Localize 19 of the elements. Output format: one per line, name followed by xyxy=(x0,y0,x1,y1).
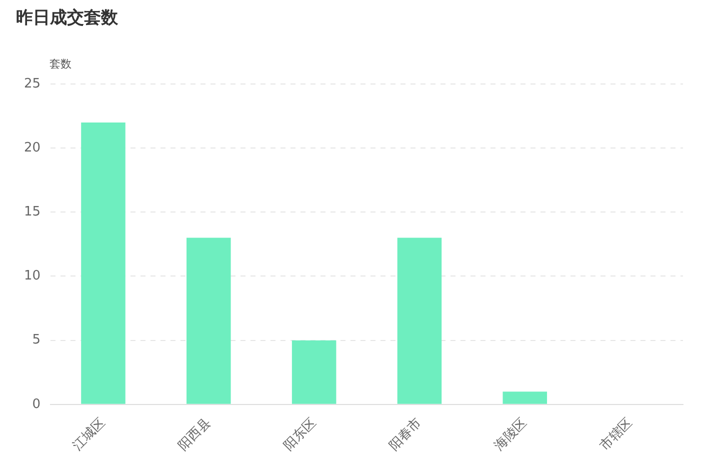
x-tick-label: 江城区 xyxy=(70,416,108,454)
y-tick-label: 15 xyxy=(24,204,41,220)
x-tick-label: 阳东区 xyxy=(281,416,320,454)
chart-title: 昨日成交套数 xyxy=(16,7,118,29)
x-tick-label: 海陵区 xyxy=(492,416,530,454)
bar xyxy=(397,238,442,404)
y-tick-label: 0 xyxy=(32,396,41,412)
bar xyxy=(502,392,548,404)
bar xyxy=(292,340,336,404)
bar xyxy=(186,238,231,404)
x-tick-label: 阳西县 xyxy=(176,416,214,454)
x-tick-label: 阳春市 xyxy=(386,416,425,454)
y-tick-label: 20 xyxy=(24,140,41,156)
y-tick-label: 10 xyxy=(24,268,41,284)
bar xyxy=(81,122,126,404)
y-axis-title: 套数 xyxy=(50,57,72,70)
x-tick-label: 市辖区 xyxy=(597,416,636,454)
y-tick-label: 5 xyxy=(32,332,41,348)
y-tick-label: 25 xyxy=(24,76,41,92)
